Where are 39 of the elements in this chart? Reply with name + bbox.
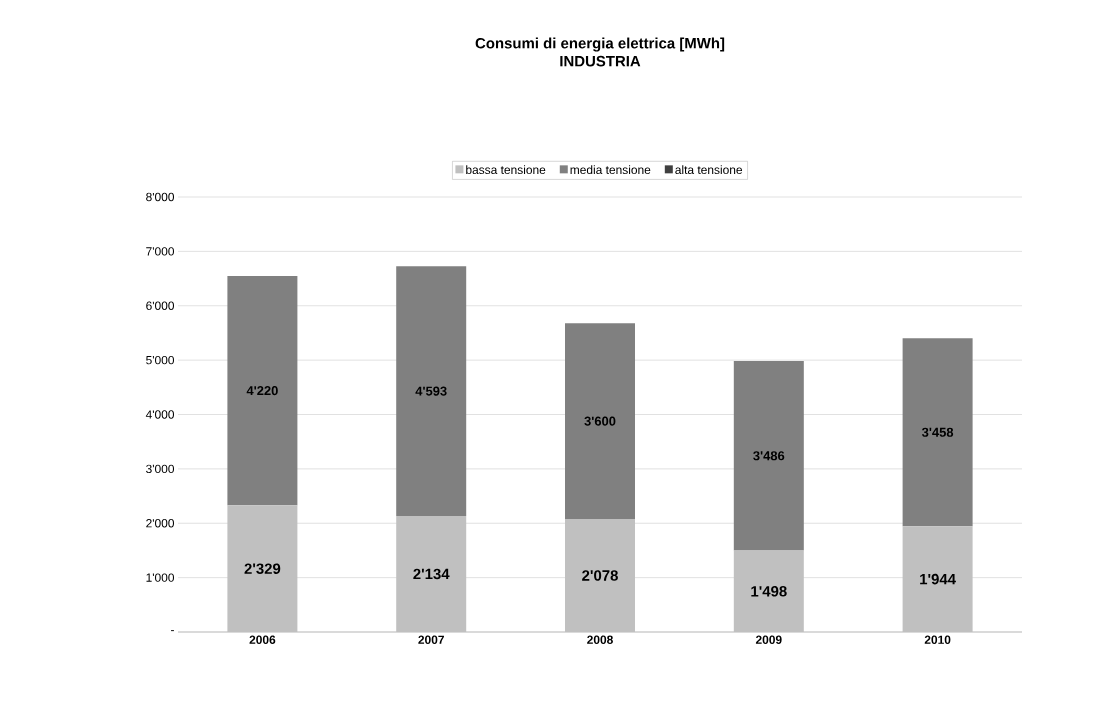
data-label: 4'220: [246, 386, 278, 396]
bar: [396, 515, 467, 632]
x-tick-label: 2008: [587, 635, 613, 644]
y-tick-label: 1'000: [146, 573, 175, 582]
data-label: 3'458: [921, 427, 954, 437]
data-label: 3'600: [584, 416, 616, 426]
y-tick-label: -: [171, 630, 174, 632]
bar: [565, 519, 635, 632]
bar: [227, 505, 298, 632]
bar: [227, 275, 298, 506]
y-tick-label: 2'000: [146, 519, 175, 528]
chart-subtitle: INDUSTRIA: [560, 55, 641, 67]
y-tick-label: 8'000: [146, 192, 175, 202]
data-label: 2'329: [244, 563, 281, 574]
x-tick-label: 2010: [924, 635, 951, 644]
legend-label: alta tensione: [675, 165, 743, 175]
bar: [902, 338, 973, 527]
x-tick-label: 2009: [755, 635, 782, 644]
y-tick-label: 7'000: [146, 247, 175, 256]
bar: [733, 361, 804, 551]
bar: [565, 323, 635, 520]
chart-title: Consumi di energia elettrica [MWh]: [475, 37, 725, 52]
x-tick-label: 2007: [418, 635, 444, 644]
y-tick-label: 5'000: [146, 355, 175, 365]
x-tick-label: 2006: [249, 635, 276, 644]
data-label: 2'134: [413, 568, 450, 580]
y-tick-label: 3'000: [146, 464, 175, 474]
y-tick-label: 6'000: [146, 301, 175, 310]
data-label: 3'486: [753, 451, 785, 461]
y-tick-label: 4'000: [145, 410, 175, 419]
data-label: 1'498: [751, 585, 787, 597]
bar: [902, 526, 973, 632]
data-label: 4'593: [415, 386, 447, 396]
bar: [396, 266, 467, 516]
data-label: 1'944: [920, 573, 956, 585]
bar: [733, 550, 804, 632]
legend-label: bassa tensione: [466, 165, 546, 175]
legend-label: media tensione: [570, 165, 651, 175]
data-label: 2'078: [582, 570, 618, 581]
